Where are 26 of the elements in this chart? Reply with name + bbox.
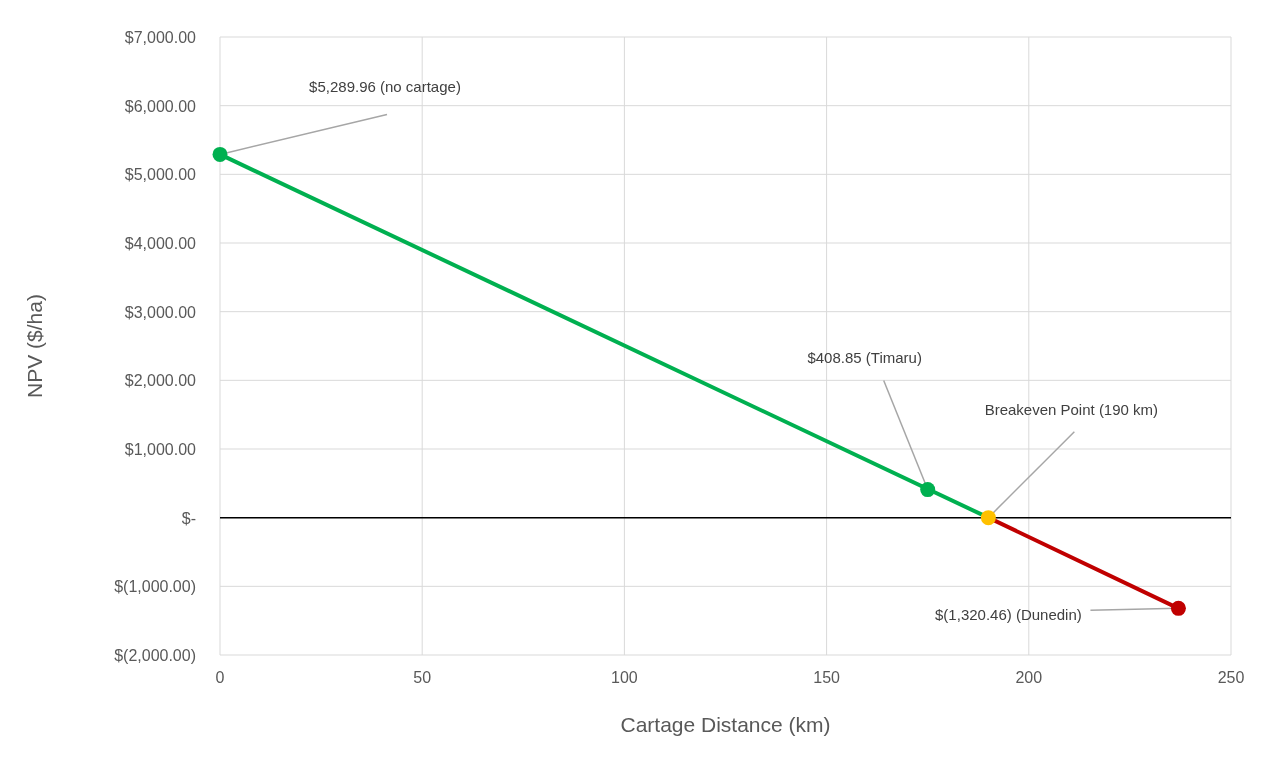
y-axis-title: NPV ($/ha) [23, 294, 46, 398]
y-tick-label: $(1,000.00) [114, 578, 196, 596]
y-tick-label: $3,000.00 [124, 303, 197, 321]
point [212, 146, 228, 162]
y-tick-label: $5,000.00 [124, 166, 197, 184]
y-tick-label: $2,000.00 [124, 372, 197, 390]
annotation: Breakeven Point (190 km) [984, 400, 1159, 418]
y-tick-label: $(2,000.00) [114, 647, 196, 664]
x-axis-title: Cartage Distance (km) [620, 713, 831, 736]
y-tick-label: $7,000.00 [124, 29, 197, 46]
x-tick-label: 50 [413, 669, 432, 686]
annotation: $408.85 (Timaru) [807, 348, 922, 366]
point [1170, 600, 1186, 616]
y-tick-label: $4,000.00 [124, 235, 197, 252]
y-tick-label: $6,000.00 [124, 97, 197, 115]
y-tick-label: $1,000.00 [124, 441, 197, 458]
x-tick-label: 250 [1217, 669, 1245, 686]
x-tick-label: 0 [215, 669, 225, 686]
x-tick-label: 100 [611, 669, 638, 686]
point [980, 510, 996, 526]
y-tick-label: $- [181, 509, 196, 527]
x-tick-label: 150 [813, 669, 841, 686]
annotation: $(1,320.46) (Dunedin) [935, 606, 1082, 624]
annotation: $5,289.96 (no cartage) [309, 78, 461, 96]
x-tick-label: 200 [1015, 669, 1043, 686]
point [920, 482, 936, 498]
